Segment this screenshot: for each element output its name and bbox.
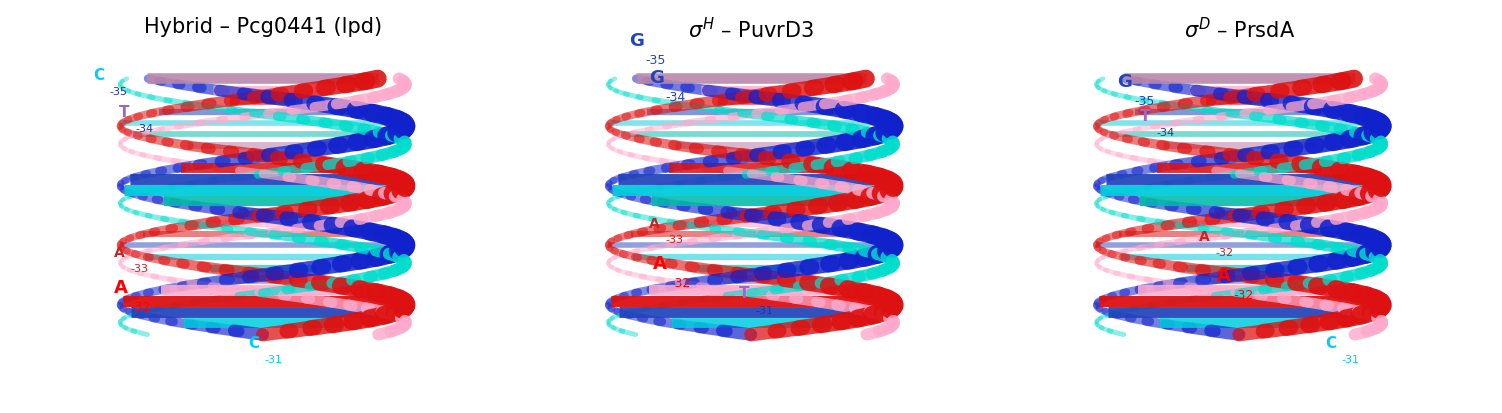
Text: -32: -32: [670, 277, 689, 290]
Text: -32: -32: [131, 301, 150, 314]
Text: $\sigma^H$ – PuvrD3: $\sigma^H$ – PuvrD3: [688, 17, 814, 42]
Text: C: C: [93, 68, 104, 83]
Text: -35: -35: [110, 87, 128, 97]
Text: -31: -31: [264, 355, 282, 365]
Text: -32: -32: [1233, 289, 1253, 302]
Text: T: T: [119, 105, 129, 120]
Text: A: A: [653, 254, 667, 273]
Text: A: A: [649, 217, 659, 231]
Text: G: G: [1117, 73, 1133, 91]
Text: A: A: [114, 279, 128, 297]
Text: -35: -35: [1134, 95, 1155, 108]
Text: G: G: [649, 69, 664, 87]
Text: -32: -32: [1215, 248, 1233, 258]
Text: -33: -33: [665, 235, 683, 245]
Text: -31: -31: [756, 306, 774, 316]
Text: T: T: [1140, 109, 1151, 124]
Text: G: G: [629, 31, 644, 50]
Text: A: A: [114, 246, 125, 260]
Text: C: C: [248, 336, 258, 351]
Text: Hybrid – Pcg0441 (lpd): Hybrid – Pcg0441 (lpd): [144, 17, 382, 36]
Text: -31: -31: [1341, 355, 1359, 365]
Text: -34: -34: [665, 91, 685, 104]
Text: -34: -34: [1157, 128, 1175, 138]
Text: -33: -33: [131, 264, 149, 274]
Text: -34: -34: [135, 124, 153, 134]
Text: T: T: [739, 287, 749, 301]
Text: -35: -35: [646, 54, 667, 66]
Text: $\sigma^D$ – PrsdA: $\sigma^D$ – PrsdA: [1184, 17, 1295, 42]
Text: C: C: [1325, 336, 1335, 351]
Text: A: A: [1217, 267, 1230, 285]
Text: A: A: [1199, 230, 1209, 244]
